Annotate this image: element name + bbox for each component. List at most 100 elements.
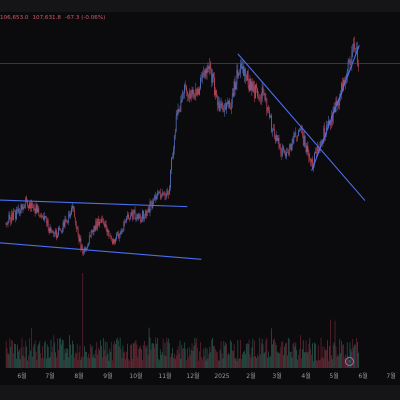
volume-bar bbox=[336, 356, 338, 368]
candle bbox=[167, 187, 169, 196]
candle bbox=[324, 122, 326, 142]
volume-bar bbox=[90, 347, 92, 368]
volume-bar bbox=[138, 348, 140, 368]
candle bbox=[73, 205, 74, 212]
top-toolbar bbox=[0, 0, 400, 12]
month-tick-label: 9월 bbox=[103, 373, 113, 380]
volume-bar bbox=[28, 355, 29, 368]
volume-bar bbox=[301, 349, 303, 368]
volume-bar bbox=[198, 360, 199, 368]
volume-bar bbox=[303, 352, 305, 368]
volume-bar bbox=[79, 345, 81, 368]
candle bbox=[216, 94, 218, 112]
volume-bar bbox=[148, 327, 150, 368]
candle bbox=[99, 218, 100, 228]
candle bbox=[97, 218, 99, 232]
candle bbox=[295, 127, 297, 138]
candle bbox=[46, 217, 48, 227]
candle bbox=[128, 212, 129, 220]
volume-bar bbox=[130, 344, 132, 368]
candle bbox=[14, 209, 15, 212]
volume-bar bbox=[207, 358, 209, 368]
candle bbox=[289, 142, 291, 150]
volume-bar bbox=[287, 355, 288, 368]
candle bbox=[123, 220, 125, 232]
volume-bar bbox=[54, 342, 56, 368]
candle bbox=[189, 89, 191, 100]
volume-bar bbox=[240, 339, 242, 368]
volume-bar bbox=[36, 360, 38, 368]
candle bbox=[69, 210, 71, 219]
volume-bar bbox=[59, 338, 60, 368]
candle bbox=[31, 201, 33, 209]
candle bbox=[142, 209, 143, 223]
month-tick-label: 12월 bbox=[186, 373, 200, 380]
candle bbox=[118, 233, 120, 242]
volume-bar bbox=[333, 342, 335, 368]
candle bbox=[326, 120, 327, 137]
volume-bar bbox=[211, 339, 213, 368]
candle bbox=[210, 60, 212, 74]
candle bbox=[195, 82, 197, 101]
ohlc-value-2: 107,631.8 bbox=[32, 15, 61, 21]
candle bbox=[306, 142, 308, 156]
volume-bar bbox=[73, 344, 74, 368]
volume-bar bbox=[96, 341, 98, 368]
volume-bar bbox=[337, 354, 339, 368]
candle bbox=[215, 87, 216, 100]
candle bbox=[200, 74, 201, 91]
volume-bar bbox=[168, 338, 170, 368]
volume-bar bbox=[174, 358, 176, 368]
candle bbox=[224, 103, 226, 117]
volume-bar bbox=[289, 352, 291, 368]
volume-bar bbox=[137, 357, 139, 368]
month-tick-label: 7월 bbox=[386, 373, 396, 380]
volume-bar bbox=[250, 357, 252, 368]
volume-bar bbox=[69, 335, 71, 368]
candle bbox=[353, 37, 355, 53]
volume-bar bbox=[246, 343, 248, 368]
volume-bar bbox=[272, 344, 273, 368]
volume-bar bbox=[91, 345, 93, 368]
month-tick-label: 5월 bbox=[329, 373, 339, 380]
scroll-to-latest-button[interactable]: › bbox=[345, 357, 354, 366]
volume-bar bbox=[89, 343, 91, 368]
volume-bar bbox=[121, 358, 123, 368]
volume-bar bbox=[161, 351, 163, 368]
candle bbox=[61, 227, 63, 234]
volume-bar bbox=[286, 342, 287, 368]
volume-bar bbox=[206, 348, 208, 368]
volume-bar bbox=[241, 359, 242, 368]
volume-bar bbox=[181, 344, 183, 368]
volume-bar bbox=[248, 339, 250, 368]
candle bbox=[102, 217, 104, 225]
volume-bar bbox=[119, 337, 121, 368]
volume-bar bbox=[242, 354, 243, 368]
candle bbox=[68, 210, 70, 226]
volume-bar bbox=[357, 341, 358, 368]
candle bbox=[173, 134, 175, 155]
candle bbox=[38, 206, 40, 217]
candle bbox=[188, 88, 190, 103]
volume-bar bbox=[313, 361, 314, 368]
candle bbox=[116, 231, 118, 236]
volume-bar bbox=[144, 345, 146, 368]
candle bbox=[126, 215, 128, 224]
candle bbox=[273, 123, 275, 140]
candle bbox=[85, 246, 86, 253]
candle bbox=[26, 195, 28, 203]
volume-bar bbox=[219, 349, 221, 368]
candle bbox=[28, 204, 29, 211]
candle bbox=[341, 81, 342, 100]
volume-bar bbox=[215, 349, 216, 368]
volume-bar bbox=[245, 344, 247, 368]
candle bbox=[173, 145, 174, 160]
volume-bar bbox=[249, 354, 251, 368]
volume-bar bbox=[332, 344, 334, 368]
candle bbox=[179, 105, 181, 113]
volume-bar bbox=[201, 356, 202, 368]
candle bbox=[358, 59, 359, 72]
volume-bar bbox=[179, 340, 181, 368]
volume-bar bbox=[130, 344, 131, 368]
